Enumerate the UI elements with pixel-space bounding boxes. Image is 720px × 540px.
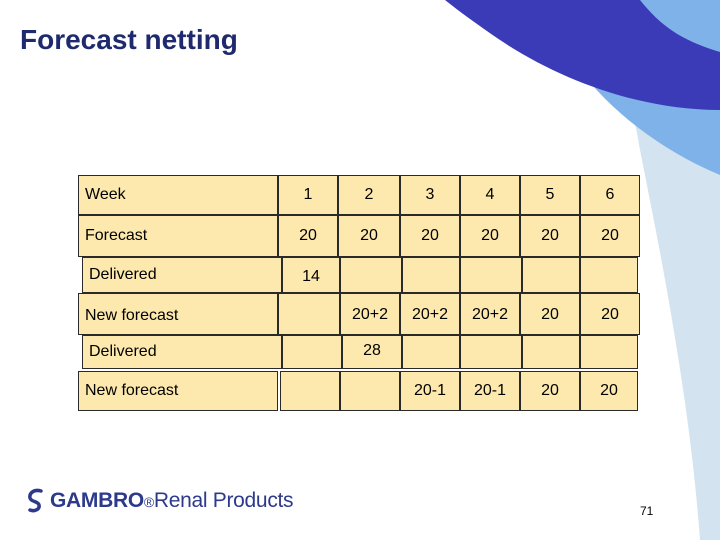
week-cell: 4 [460,175,520,215]
new-forecast-cell: 20+2 [460,293,520,335]
gambro-swirl-icon [28,488,43,513]
new-forecast-cell [278,293,340,335]
week-cell: 3 [400,175,460,215]
forecast-cell: 20 [338,215,400,257]
row-label-forecast: Forecast [78,215,278,257]
delivered-cell [580,257,638,293]
forecast-cell: 20 [460,215,520,257]
delivered-cell [522,257,580,293]
row-label-text: New forecast [85,307,179,324]
delivered-cell [522,335,580,369]
new-forecast-cell: 20-1 [400,371,460,411]
row-label-new-forecast: New forecast [78,371,278,411]
week-cell: 1 [278,175,338,215]
page-number: 71 [640,504,654,518]
delivered-cell: 28 [342,335,402,369]
forecast-cell: 20 [580,215,640,257]
slide-title: Forecast netting [20,24,238,55]
row-label-delivered: Delivered [82,257,282,293]
row-label-text: Delivered [89,266,157,283]
row-label-text: Forecast [85,227,148,244]
new-forecast-cell: 20-1 [460,371,520,411]
new-forecast-cell [280,371,340,411]
new-forecast-cell [340,371,400,411]
forecast-cell: 20 [278,215,338,257]
logo-brand: GAMBRO [50,489,144,512]
delivered-cell [580,335,638,369]
delivered-cell [402,257,460,293]
row-label-text: Delivered [89,343,157,360]
row-label-week: Week [78,175,278,215]
new-forecast-cell: 20+2 [400,293,460,335]
logo-suffix: Renal Products [153,489,294,512]
row-label-text: Week [85,186,126,203]
new-forecast-cell: 20 [520,293,580,335]
row-label-new-forecast: New forecast [78,293,278,335]
row-label-delivered: Delivered [82,335,282,369]
delivered-cell [340,257,402,293]
delivered-cell [402,335,460,369]
new-forecast-cell: 20 [580,371,638,411]
logo-dot: ® [143,494,154,510]
new-forecast-cell: 20 [520,371,580,411]
week-cell: 2 [338,175,400,215]
gambro-logo: GAMBRO®Renal Products [26,488,294,514]
week-cell: 5 [520,175,580,215]
delivered-cell [282,335,342,369]
new-forecast-cell: 20+2 [340,293,400,335]
forecast-cell: 20 [520,215,580,257]
delivered-cell [460,257,522,293]
week-cell: 6 [580,175,640,215]
logo-text: GAMBRO®Renal Products [50,489,294,513]
delivered-cell [460,335,522,369]
delivered-cell: 14 [282,257,340,293]
new-forecast-cell: 20 [580,293,640,335]
forecast-cell: 20 [400,215,460,257]
row-label-text: New forecast [85,382,179,399]
